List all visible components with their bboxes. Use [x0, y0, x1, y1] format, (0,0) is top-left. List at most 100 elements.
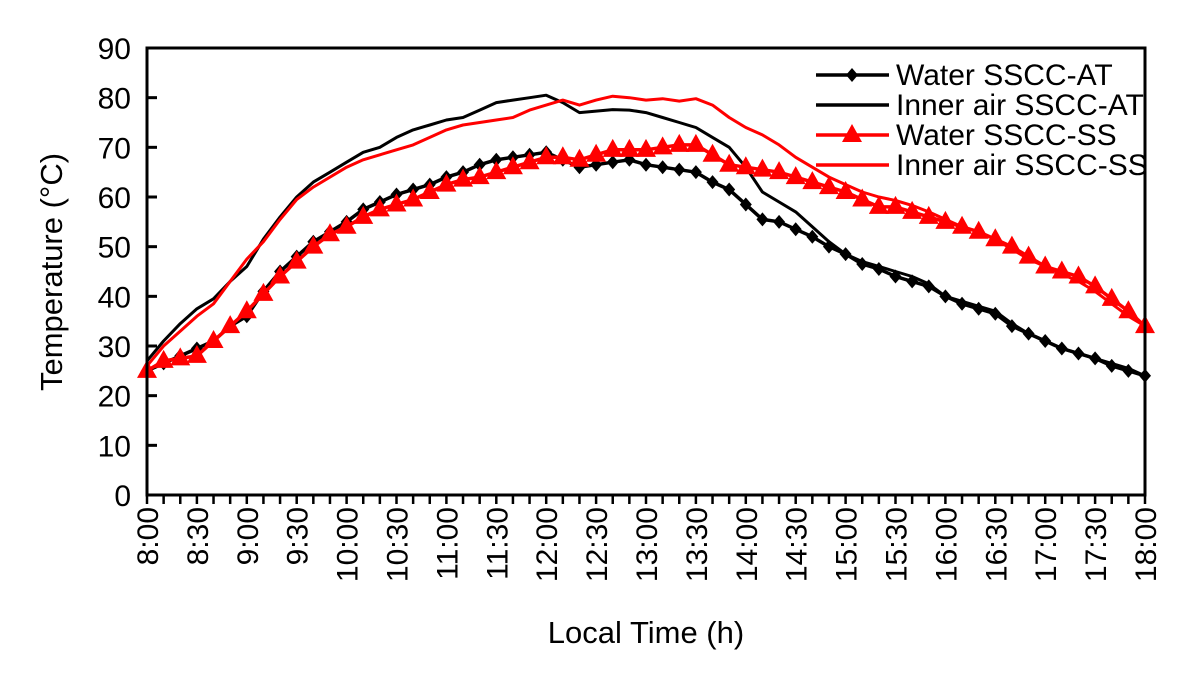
data-point-water-sscc-ss	[469, 166, 490, 185]
data-point-water-sscc-at	[956, 296, 969, 311]
x-tick-label: 14:30	[781, 507, 814, 582]
data-point-water-sscc-at	[1022, 326, 1035, 341]
data-point-water-sscc-at	[1039, 334, 1052, 349]
data-point-water-sscc-at	[1089, 351, 1102, 366]
x-axis: 8:00 8:30 9:00 9:30 10:00 10:30 11:00 11:30 12:0…	[132, 495, 1163, 582]
data-point-water-sscc-at	[473, 157, 486, 172]
data-point-water-sscc-ss	[619, 138, 640, 157]
data-point-water-sscc-ss	[952, 215, 973, 234]
data-point-water-sscc-at	[906, 274, 919, 289]
data-point-water-sscc-at	[856, 257, 869, 272]
y-tick-label: 30	[98, 331, 131, 364]
data-point-water-sscc-ss	[170, 347, 191, 366]
data-point-water-sscc-ss	[319, 223, 340, 242]
x-tick-label: 15:00	[831, 507, 864, 582]
data-point-water-sscc-at	[490, 152, 503, 167]
x-tick-label: 8:30	[182, 507, 215, 565]
data-point-water-sscc-at	[1055, 341, 1068, 356]
data-point-water-sscc-ss	[419, 181, 440, 200]
x-tick-label: 11:30	[481, 507, 514, 580]
data-point-water-sscc-ss	[968, 220, 989, 239]
data-point-water-sscc-at	[789, 222, 802, 237]
data-point-water-sscc-at	[656, 160, 669, 175]
data-point-water-sscc-ss	[519, 151, 540, 170]
data-point-water-sscc-ss	[719, 153, 740, 172]
data-point-water-sscc-ss	[1118, 300, 1139, 319]
data-point-water-sscc-ss	[220, 315, 241, 334]
data-point-water-sscc-at	[706, 175, 719, 190]
data-point-water-sscc-ss	[236, 300, 257, 319]
x-tick-label: 16:00	[930, 507, 963, 582]
data-point-water-sscc-at	[1072, 346, 1085, 361]
data-point-water-sscc-at	[922, 279, 935, 294]
x-tick-label: 13:30	[681, 507, 714, 582]
legend-diamond-marker	[846, 68, 858, 82]
data-point-water-sscc-ss	[552, 146, 573, 165]
x-tick-label: 12:30	[581, 507, 614, 582]
data-point-water-sscc-ss	[935, 210, 956, 229]
y-tick-label: 0	[114, 480, 131, 513]
data-point-water-sscc-ss	[403, 188, 424, 207]
data-point-water-sscc-at	[989, 306, 1002, 321]
y-tick-label: 90	[98, 33, 131, 66]
y-tick-label: 40	[98, 281, 131, 314]
data-point-water-sscc-ss	[868, 195, 889, 214]
data-point-water-sscc-at	[872, 262, 885, 277]
legend-label: Inner air SSCC-SS	[896, 149, 1148, 182]
y-axis: 0 10 20 30 40 50 60 70 80 90	[98, 33, 157, 513]
data-point-water-sscc-at	[606, 155, 619, 170]
data-point-water-sscc-ss	[835, 181, 856, 200]
data-point-water-sscc-ss	[253, 282, 274, 301]
data-point-water-sscc-ss	[502, 156, 523, 175]
data-point-water-sscc-ss	[602, 138, 623, 157]
series-layer	[137, 93, 1155, 383]
data-point-water-sscc-ss	[1068, 265, 1089, 284]
data-point-water-sscc-at	[640, 157, 652, 172]
x-tick-label: 17:00	[1030, 507, 1063, 582]
data-point-water-sscc-at	[806, 229, 819, 244]
x-tick-label: 9:00	[232, 507, 265, 565]
x-tick-label: 11:00	[431, 507, 464, 580]
data-point-water-sscc-ss	[769, 161, 790, 180]
x-tick-label: 13:00	[631, 507, 664, 582]
data-point-water-sscc-ss	[702, 143, 723, 162]
data-point-water-sscc-ss	[536, 146, 557, 165]
data-point-water-sscc-at	[839, 247, 852, 262]
y-tick-label: 70	[98, 132, 131, 165]
data-point-water-sscc-at	[1122, 363, 1135, 378]
legend-label: Inner air SSCC-AT	[896, 89, 1144, 122]
data-point-water-sscc-ss	[453, 168, 474, 187]
x-tick-label: 10:30	[382, 507, 415, 582]
data-point-water-sscc-ss	[369, 198, 390, 217]
x-tick-label: 15:30	[881, 507, 914, 582]
data-point-water-sscc-at	[1005, 319, 1018, 334]
data-point-water-sscc-ss	[885, 195, 906, 214]
data-point-water-sscc-ss	[569, 148, 590, 167]
data-point-water-sscc-ss	[286, 250, 307, 269]
data-point-water-sscc-ss	[735, 156, 756, 175]
data-point-water-sscc-ss	[186, 344, 207, 363]
x-tick-label: 10:00	[332, 507, 365, 582]
legend-triangle-marker	[842, 124, 862, 142]
legend-label: Water SSCC-SS	[896, 119, 1117, 152]
data-point-water-sscc-ss	[486, 161, 507, 180]
data-point-water-sscc-ss	[985, 228, 1006, 247]
data-point-water-sscc-at	[822, 239, 835, 254]
data-point-water-sscc-ss	[669, 133, 690, 152]
y-tick-label: 20	[98, 381, 131, 414]
data-point-water-sscc-ss	[852, 188, 873, 207]
data-point-water-sscc-ss	[1051, 260, 1072, 279]
data-point-water-sscc-ss	[1101, 287, 1122, 306]
y-tick-label: 50	[98, 232, 131, 265]
data-point-water-sscc-at	[673, 162, 686, 177]
y-tick-label: 10	[98, 430, 131, 463]
x-tick-label: 12:00	[531, 507, 564, 582]
data-point-water-sscc-ss	[586, 143, 607, 162]
data-point-water-sscc-at	[773, 214, 786, 229]
data-point-water-sscc-ss	[1001, 235, 1022, 254]
x-tick-label: 8:00	[132, 507, 165, 565]
data-point-water-sscc-at	[889, 269, 902, 284]
x-tick-label: 17:30	[1080, 507, 1113, 582]
